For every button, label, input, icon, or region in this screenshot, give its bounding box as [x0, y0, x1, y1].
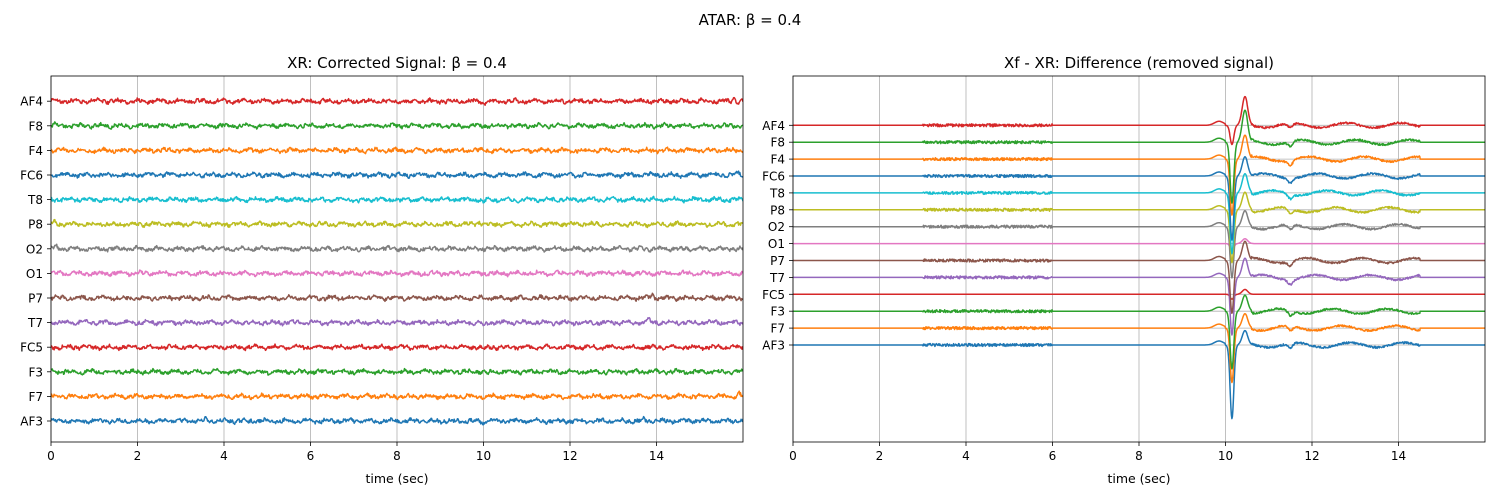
series-line-f7 [793, 312, 1485, 384]
series-line-f8 [51, 121, 743, 130]
y-tick-label-p7: P7 [770, 254, 785, 268]
y-tick-label-f8: F8 [28, 119, 43, 133]
series-line-f3 [51, 367, 743, 376]
left-x-axis-label: time (sec) [365, 471, 428, 486]
figure-title: ATAR: β = 0.4 [699, 11, 802, 29]
series-line-o1 [793, 238, 1485, 251]
series-line-t7 [51, 316, 743, 327]
x-tick-label: 14 [649, 449, 664, 463]
series-line-fc6 [51, 170, 743, 180]
y-tick-label-t8: T8 [769, 186, 785, 200]
y-tick-label-o1: O1 [768, 237, 785, 251]
y-tick-label-fc6: FC6 [20, 169, 43, 183]
y-tick-label-f7: F7 [28, 390, 43, 404]
y-tick-label-fc5: FC5 [20, 341, 43, 355]
y-tick-label-o2: O2 [768, 220, 785, 234]
y-tick-label-p7: P7 [28, 292, 43, 306]
corrected-signal-plot: AF3 F7 F3 FC5 T7 P7 O1 O2 P8 T8 FC6 F4 F8 AF4 0 2 4 6 8 10 1… [20, 75, 744, 463]
series-line-af3 [793, 329, 1485, 420]
y-tick-label-af4: AF4 [762, 119, 785, 133]
series-line-af4 [51, 96, 743, 106]
series-line-fc6 [793, 156, 1485, 241]
x-tick-label: 12 [562, 449, 577, 463]
x-tick-label: 2 [134, 449, 142, 463]
x-tick-label: 0 [47, 449, 55, 463]
series-line-t8 [793, 172, 1485, 255]
y-tick-label-t7: T7 [769, 271, 785, 285]
series-line-p7 [51, 292, 743, 303]
y-tick-label-af3: AF3 [20, 415, 43, 429]
series-line-o1 [51, 269, 743, 278]
y-tick-label-f4: F4 [770, 153, 785, 167]
difference-signal-plot: AF3 F7 F3 FC5 T7 P7 O1 O2 P8 T8 FC6 F4 F8 AF4 0 2 4 6 8 10 1… [762, 75, 1486, 463]
series-lines [793, 95, 1485, 420]
y-tick-label-f8: F8 [770, 136, 785, 150]
y-tick-label-p8: P8 [28, 218, 43, 232]
x-tick-label: 0 [789, 449, 797, 463]
y-tick-label-t8: T8 [27, 193, 43, 207]
series-line-af3 [51, 415, 743, 426]
series-line-o2 [793, 209, 1485, 279]
series-line-fc5 [793, 288, 1485, 300]
y-tick-label-p8: P8 [770, 203, 785, 217]
y-tick-label-af4: AF4 [20, 95, 43, 109]
x-tick-label: 6 [307, 449, 315, 463]
y-tick-label-fc5: FC5 [762, 288, 785, 302]
series-line-f4 [51, 146, 743, 155]
series-lines [51, 96, 743, 426]
series-line-t7 [793, 257, 1485, 336]
x-tick-label: 2 [876, 449, 884, 463]
series-line-p7 [793, 240, 1485, 315]
y-tick-label-f7: F7 [770, 322, 785, 336]
right-panel-title: Xf - XR: Difference (removed signal) [1004, 54, 1274, 72]
right-x-axis-label: time (sec) [1107, 471, 1170, 486]
x-tick-label: 10 [476, 449, 491, 463]
y-tick-label-o2: O2 [26, 242, 43, 256]
y-tick-label-f4: F4 [28, 144, 43, 158]
series-line-p8 [793, 191, 1485, 264]
y-tick-label-f3: F3 [28, 365, 43, 379]
x-tick-label: 4 [962, 449, 970, 463]
series-line-f8 [793, 109, 1485, 204]
x-tick-label: 12 [1304, 449, 1319, 463]
series-line-f3 [793, 294, 1485, 370]
x-tick-label: 8 [393, 449, 401, 463]
series-line-af4 [793, 95, 1485, 146]
x-tick-label: 10 [1218, 449, 1233, 463]
y-tick-label-f3: F3 [770, 305, 785, 319]
series-line-p8 [51, 218, 743, 229]
series-line-fc5 [51, 343, 743, 352]
series-line-o2 [51, 243, 743, 253]
y-tick-label-af3: AF3 [762, 339, 785, 353]
x-tick-label: 14 [1391, 449, 1406, 463]
series-line-t8 [51, 195, 743, 204]
series-line-f4 [793, 134, 1485, 216]
y-tick-label-o1: O1 [26, 267, 43, 281]
series-line-f7 [51, 390, 743, 401]
x-tick-label: 6 [1049, 449, 1057, 463]
x-tick-label: 4 [220, 449, 228, 463]
y-tick-label-fc6: FC6 [762, 170, 785, 184]
x-tick-label: 8 [1135, 449, 1143, 463]
y-tick-label-t7: T7 [27, 316, 43, 330]
left-panel-title: XR: Corrected Signal: β = 0.4 [287, 54, 507, 72]
